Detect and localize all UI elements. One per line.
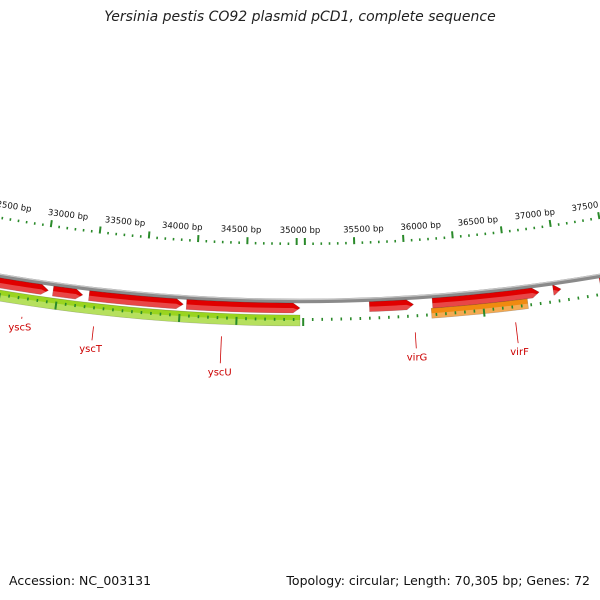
accession-text: Accession: NC_003131 bbox=[9, 573, 152, 588]
gene-shading bbox=[369, 304, 414, 312]
scale-label: 37500 bp bbox=[571, 198, 600, 214]
outer-scale-ticks bbox=[1, 212, 600, 245]
gene-arrow bbox=[368, 299, 415, 312]
scale-label: 37000 bp bbox=[514, 208, 555, 223]
tick-mark bbox=[482, 308, 486, 317]
scale-label: 34500 bp bbox=[221, 224, 262, 235]
gene-arrow bbox=[0, 277, 49, 295]
gene-arrow bbox=[552, 284, 562, 296]
backbone-highlight bbox=[0, 273, 600, 301]
scale-label: 35500 bp bbox=[343, 224, 384, 235]
label-leader bbox=[515, 322, 519, 344]
gene-shading bbox=[52, 291, 83, 300]
scale-label: 34000 bp bbox=[162, 221, 203, 233]
map-title: Yersinia pestis CO92 plasmid pCD1, compl… bbox=[104, 9, 496, 25]
scale-label: 33500 bp bbox=[104, 215, 145, 229]
label-leader bbox=[219, 336, 222, 364]
scale-label: 36500 bp bbox=[457, 215, 498, 229]
gene-arrow bbox=[52, 285, 84, 300]
gene-arrow bbox=[0, 289, 301, 327]
gene-arrow bbox=[185, 299, 301, 314]
gene-labels: yscAvirFvirGyscUyscTyscSyscR bbox=[8, 316, 529, 378]
gene-shading bbox=[432, 293, 540, 309]
gene-label-virG: virG bbox=[407, 352, 428, 363]
gene-label-virF: virF bbox=[510, 347, 529, 358]
scale-labels: 37500 bp 37000 bp 36500 bp 36000 bp 35500 bp… bbox=[0, 198, 600, 236]
tick-mark bbox=[54, 301, 58, 310]
gene-shading bbox=[0, 295, 300, 326]
gene-arrow bbox=[88, 290, 184, 310]
summary-text: Topology: circular; Length: 70,305 bp; G… bbox=[286, 573, 590, 588]
gene-features bbox=[0, 277, 600, 327]
scale-label: 33000 bp bbox=[47, 208, 88, 223]
gene-label-yscS: yscS bbox=[8, 323, 31, 334]
gene-shading bbox=[431, 303, 529, 319]
tick-mark bbox=[597, 212, 600, 220]
backbone-arc bbox=[0, 273, 600, 304]
gene-shading bbox=[186, 304, 300, 313]
label-leader bbox=[414, 332, 417, 349]
tick-mark bbox=[177, 313, 181, 323]
tick-mark bbox=[499, 226, 503, 234]
tick-mark bbox=[548, 219, 552, 228]
gene-arrow bbox=[431, 287, 540, 309]
tick-mark bbox=[147, 231, 151, 239]
tick-mark bbox=[49, 220, 53, 228]
scale-label: 32500 bp bbox=[0, 199, 32, 215]
inner-scale-ticks bbox=[0, 293, 599, 326]
gene-shading bbox=[553, 290, 562, 296]
gene-shading bbox=[0, 282, 49, 295]
label-leader bbox=[91, 326, 94, 341]
gene-label-yscU: yscU bbox=[208, 367, 232, 378]
scale-label: 36000 bp bbox=[400, 221, 441, 234]
tick-mark bbox=[98, 226, 102, 234]
tick-mark bbox=[451, 231, 454, 239]
gene-label-yscT: yscT bbox=[79, 344, 103, 355]
plasmid-backbone bbox=[0, 273, 600, 304]
scale-label: 35000 bp bbox=[280, 226, 321, 236]
gene-shading bbox=[88, 295, 184, 309]
